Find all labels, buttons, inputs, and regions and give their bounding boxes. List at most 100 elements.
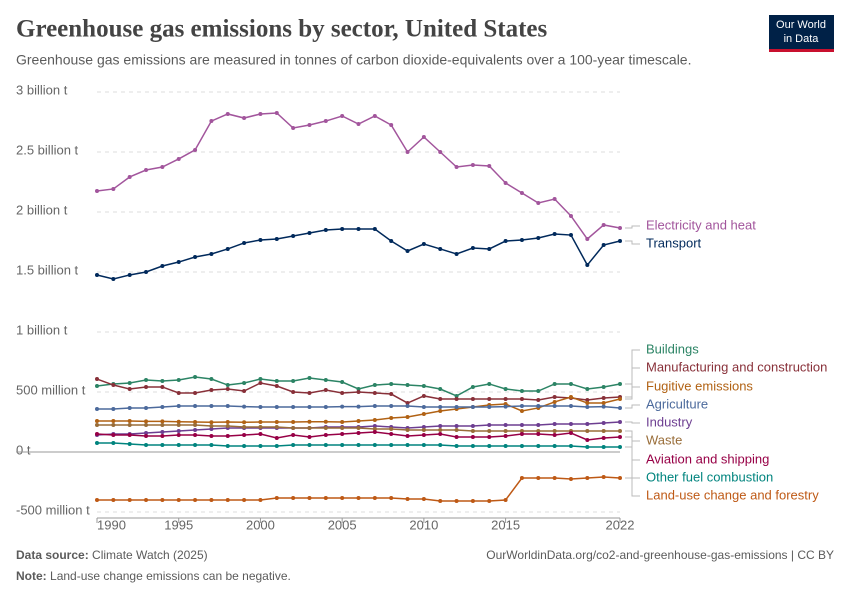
chart-subtitle: Greenhouse gas emissions are measured in… xyxy=(16,52,692,68)
data-point xyxy=(144,443,149,448)
leader-line xyxy=(625,430,640,442)
data-point xyxy=(323,426,328,430)
series-line xyxy=(97,396,621,423)
logo-text: in Data xyxy=(784,33,820,45)
data-point xyxy=(291,234,296,238)
series-line xyxy=(96,112,621,241)
legend-label: Aviation and shipping xyxy=(646,451,769,466)
data-point xyxy=(144,270,149,274)
data-point xyxy=(618,396,622,401)
data-point xyxy=(372,383,377,388)
data-point xyxy=(356,404,361,409)
data-point xyxy=(585,405,590,409)
data-point xyxy=(552,231,557,236)
data-point xyxy=(144,423,149,427)
data-point xyxy=(209,420,214,425)
data-point xyxy=(340,114,345,118)
note-text: Land-use change emissions can be negativ… xyxy=(50,569,291,583)
data-point xyxy=(454,393,459,398)
data-point xyxy=(568,233,573,238)
data-point xyxy=(127,498,132,502)
data-point xyxy=(258,425,263,430)
data-point xyxy=(160,429,165,434)
x-tick-label: 1995 xyxy=(164,517,193,532)
legend-label: Other fuel combustion xyxy=(646,469,773,484)
data-point xyxy=(307,231,312,235)
data-point xyxy=(503,387,508,391)
data-point xyxy=(307,123,312,127)
url[interactable]: OurWorldinData.org/co2-and-greenhouse-ga… xyxy=(486,548,834,562)
data-point xyxy=(618,429,622,433)
data-point xyxy=(601,474,606,479)
data-point xyxy=(601,435,606,440)
data-point xyxy=(176,419,181,424)
data-point xyxy=(552,444,557,448)
data-point xyxy=(503,396,508,401)
data-point xyxy=(405,434,410,439)
data-point xyxy=(356,426,361,430)
data-point xyxy=(209,119,214,124)
data-point xyxy=(618,405,622,410)
x-tick-label: 2015 xyxy=(491,517,520,532)
data-point xyxy=(274,378,279,383)
data-point xyxy=(356,122,361,127)
data-point xyxy=(438,396,443,401)
data-point xyxy=(389,426,394,431)
data-point xyxy=(454,498,459,503)
data-point xyxy=(470,246,475,250)
data-point xyxy=(421,384,426,388)
data-point xyxy=(618,225,622,230)
data-point xyxy=(536,444,541,448)
data-point xyxy=(389,392,394,397)
data-point xyxy=(487,405,492,409)
data-point xyxy=(405,428,410,433)
data-point xyxy=(225,387,230,391)
legend-label: Electricity and heat xyxy=(646,217,756,232)
data-point xyxy=(242,389,247,394)
data-point xyxy=(323,432,328,437)
legend-label: Manufacturing and construction xyxy=(646,359,827,374)
data-point xyxy=(258,377,263,382)
data-point xyxy=(552,399,557,404)
data-point xyxy=(160,443,165,448)
data-point xyxy=(356,495,361,500)
legend-label: Buildings xyxy=(646,341,699,356)
data-point xyxy=(487,423,492,427)
data-point xyxy=(536,429,541,433)
data-point xyxy=(258,444,263,448)
data-point xyxy=(323,119,328,124)
data-point xyxy=(487,435,492,439)
note-label: Note: xyxy=(16,569,47,583)
data-point xyxy=(372,404,377,409)
data-point xyxy=(568,381,573,386)
logo[interactable]: Our World in Data xyxy=(769,15,834,52)
x-tick-label: 2000 xyxy=(246,517,275,532)
data-point xyxy=(127,381,132,385)
data-point xyxy=(585,401,590,406)
data-point xyxy=(536,432,541,436)
data-point xyxy=(438,405,443,409)
data-point xyxy=(552,381,557,386)
data-point xyxy=(111,441,116,445)
data-point xyxy=(274,435,279,440)
data-point xyxy=(95,384,99,388)
data-point xyxy=(291,420,296,424)
note: Note: Land-use change emissions can be n… xyxy=(16,569,291,583)
data-point xyxy=(470,162,475,167)
data-point xyxy=(470,423,475,428)
data-point xyxy=(176,390,181,395)
data-point xyxy=(601,222,606,227)
data-point xyxy=(519,389,524,394)
data-point xyxy=(421,432,426,437)
data-point xyxy=(552,404,557,409)
data-point xyxy=(258,381,263,385)
data-point xyxy=(242,116,247,121)
data-point xyxy=(618,420,622,424)
data-point xyxy=(568,431,573,436)
data-point xyxy=(95,432,99,436)
data-point xyxy=(552,429,557,433)
data-point xyxy=(225,434,230,439)
data-point xyxy=(372,429,377,434)
data-point xyxy=(95,407,99,412)
data-point xyxy=(438,246,443,251)
